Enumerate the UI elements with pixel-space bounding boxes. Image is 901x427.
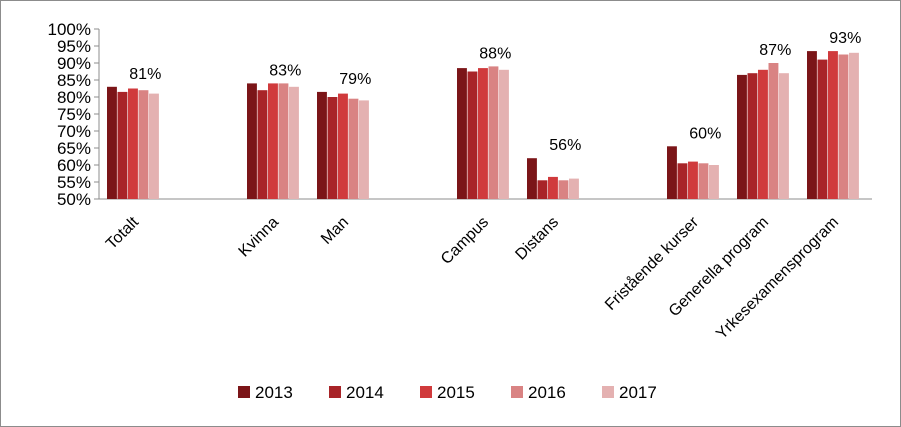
y-tick-label: 90% <box>57 54 91 73</box>
bar-2013-8 <box>807 51 817 199</box>
bar-2015-7 <box>758 69 768 199</box>
bar-2017-7 <box>779 73 789 199</box>
data-label: 60% <box>689 125 721 142</box>
bar-2016-3 <box>348 98 359 199</box>
data-label: 81% <box>129 66 161 83</box>
bar-2016-5 <box>558 180 569 199</box>
y-tick-label: 100% <box>48 20 91 39</box>
legend-swatch-2017 <box>602 386 614 398</box>
bar-2013-7 <box>737 74 747 199</box>
bar-2015-6 <box>688 161 698 199</box>
bar-2016-8 <box>838 54 849 199</box>
bar-2013-1 <box>107 86 117 199</box>
y-tick-label: 85% <box>57 71 91 90</box>
bar-2013-3 <box>317 91 327 199</box>
legend-label: 2014 <box>346 383 384 402</box>
bar-2013-6 <box>667 146 677 199</box>
bar-2014-3 <box>327 97 338 199</box>
category-label: Kvinna <box>236 214 283 261</box>
bar-2013-2 <box>247 83 257 199</box>
bar-2014-8 <box>817 59 828 199</box>
legend-swatch-2014 <box>329 386 341 398</box>
y-tick-label: 50% <box>57 190 91 209</box>
bar-2016-1 <box>138 90 149 199</box>
y-tick-label: 80% <box>57 88 91 107</box>
bar-2017-1 <box>149 93 159 199</box>
data-label: 56% <box>549 137 581 154</box>
bar-2015-4 <box>478 68 488 199</box>
legend-label: 2015 <box>437 383 475 402</box>
bar-2013-4 <box>457 68 467 199</box>
bar-2015-5 <box>548 176 558 199</box>
bar-2015-8 <box>828 51 838 199</box>
y-tick-label: 75% <box>57 105 91 124</box>
legend-swatch-2015 <box>420 386 432 398</box>
y-tick-label: 60% <box>57 156 91 175</box>
data-label: 93% <box>829 30 861 47</box>
bar-2015-2 <box>268 83 278 199</box>
bar-2016-2 <box>278 83 289 199</box>
category-label: Campus <box>438 214 492 268</box>
data-label: 83% <box>269 62 301 79</box>
bar-2015-1 <box>128 88 138 199</box>
legend-swatch-2013 <box>238 386 250 398</box>
data-label: 88% <box>479 45 511 62</box>
bar-2013-5 <box>527 158 537 199</box>
category-label: Totalt <box>103 213 142 252</box>
bar-2014-7 <box>747 73 758 199</box>
category-label: Man <box>318 214 352 248</box>
bar-2017-6 <box>709 165 719 199</box>
bar-2017-3 <box>359 100 369 199</box>
bar-2014-4 <box>467 71 478 199</box>
data-label: 87% <box>759 42 791 59</box>
legend-swatch-2016 <box>511 386 523 398</box>
y-tick-label: 65% <box>57 139 91 158</box>
category-label: Distans <box>512 214 562 264</box>
y-tick-label: 55% <box>57 173 91 192</box>
bar-2017-8 <box>849 52 859 199</box>
bar-2014-1 <box>117 91 128 199</box>
legend-label: 2013 <box>255 383 293 402</box>
y-tick-label: 70% <box>57 122 91 141</box>
bar-2015-3 <box>338 93 348 199</box>
legend-label: 2017 <box>619 383 657 402</box>
bar-2016-4 <box>488 66 499 200</box>
data-label: 79% <box>339 71 371 88</box>
bar-2017-5 <box>569 178 579 199</box>
category-label: Yrkesexamensprogram <box>713 214 842 343</box>
legend-label: 2016 <box>528 383 566 402</box>
bar-2016-7 <box>768 63 779 199</box>
bar-2014-2 <box>257 90 268 199</box>
y-tick-label: 95% <box>57 37 91 56</box>
bar-2016-6 <box>698 163 709 199</box>
bar-2014-5 <box>537 180 548 199</box>
bar-2017-4 <box>499 69 509 199</box>
bar-2014-6 <box>677 163 688 199</box>
bar-2017-2 <box>289 86 299 199</box>
